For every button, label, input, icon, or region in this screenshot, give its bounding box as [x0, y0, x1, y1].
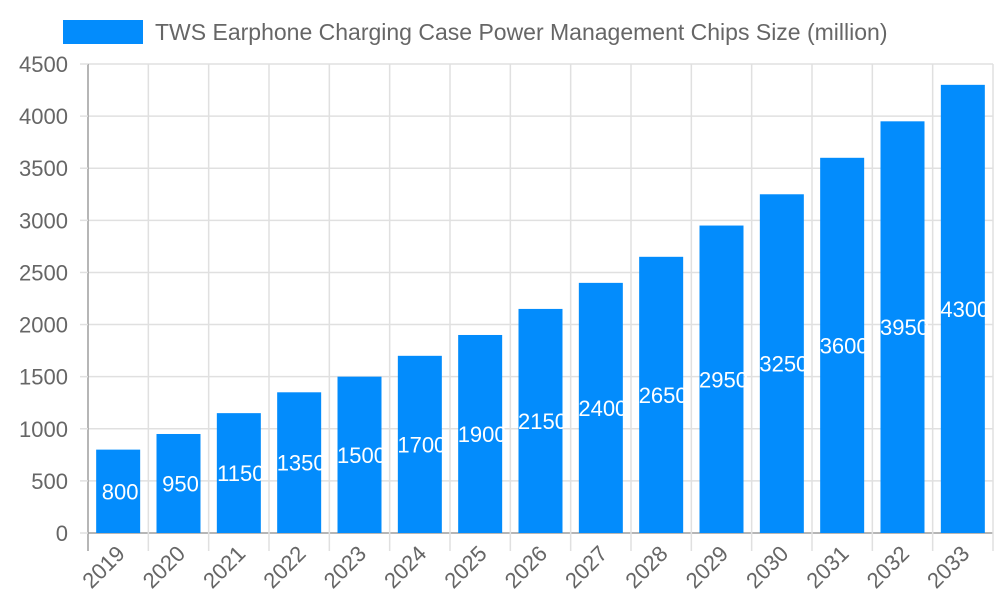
data-label: 2950	[699, 367, 748, 392]
bar-2021[interactable]	[216, 413, 261, 533]
bar-2026[interactable]	[518, 308, 563, 533]
data-labels: 800 950 1150 1350 1500 1700 1900 2150 2400 2650 29…	[102, 297, 990, 504]
y-tick-label: 4500	[19, 52, 68, 77]
y-tick-label: 3500	[19, 156, 68, 181]
data-label: 2400	[578, 396, 627, 421]
y-tick-label: 500	[31, 469, 68, 494]
x-tick-label: 2027	[560, 541, 612, 593]
x-tick-label: 2023	[319, 541, 371, 593]
x-tick-label: 2028	[620, 541, 672, 593]
bar-2025[interactable]	[458, 334, 503, 533]
bar-2027[interactable]	[578, 282, 623, 533]
x-tick-label: 2032	[862, 541, 914, 593]
data-label: 3950	[880, 315, 929, 340]
bar-2020[interactable]	[156, 433, 201, 533]
data-label: 800	[102, 479, 139, 504]
x-tick-label: 2031	[801, 541, 853, 593]
x-tick-label: 2026	[500, 541, 552, 593]
x-tick-label: 2025	[439, 541, 491, 593]
bar-2019[interactable]	[96, 449, 141, 533]
x-tick-label: 2029	[681, 541, 733, 593]
data-label: 1500	[337, 443, 386, 468]
data-label: 2150	[518, 409, 567, 434]
x-tick-label: 2019	[77, 541, 129, 593]
bar-2030[interactable]	[759, 194, 804, 533]
x-tick-label: 2022	[258, 541, 310, 593]
data-label: 3600	[820, 333, 869, 358]
x-tick-label: 2020	[138, 541, 190, 593]
bar-2032[interactable]	[880, 121, 925, 534]
bar-2028[interactable]	[639, 256, 684, 533]
bar-2023[interactable]	[337, 376, 382, 533]
y-tick-label: 2000	[19, 313, 68, 338]
y-tick-label: 2500	[19, 260, 68, 285]
y-tick-label: 1000	[19, 417, 68, 442]
data-label: 3250	[759, 352, 808, 377]
data-label: 1900	[458, 422, 507, 447]
y-tick-label: 1500	[19, 365, 68, 390]
data-label: 4300	[940, 297, 989, 322]
data-label: 1150	[217, 461, 264, 486]
data-label: 950	[162, 471, 199, 496]
legend[interactable]: TWS Earphone Charging Case Power Managem…	[63, 19, 888, 45]
y-tick-label: 3000	[19, 208, 68, 233]
legend-label: TWS Earphone Charging Case Power Managem…	[155, 19, 888, 45]
data-label: 1700	[397, 432, 446, 457]
x-tick-label: 2030	[741, 541, 793, 593]
y-tick-label: 0	[56, 521, 68, 546]
bar-2031[interactable]	[820, 157, 865, 534]
data-label: 1350	[277, 451, 326, 476]
bars	[96, 84, 985, 534]
x-tick-label: 2024	[379, 541, 431, 593]
bar-2029[interactable]	[699, 225, 744, 534]
grid	[87, 63, 994, 551]
legend-swatch	[63, 20, 143, 44]
bar-2033[interactable]	[940, 84, 985, 533]
bar-2022[interactable]	[277, 392, 322, 533]
y-tick-label: 4000	[19, 104, 68, 129]
x-tick-label: 2021	[198, 541, 250, 593]
bar-2024[interactable]	[397, 355, 442, 533]
x-tick-label: 2033	[922, 541, 974, 593]
data-label: 2650	[639, 383, 688, 408]
